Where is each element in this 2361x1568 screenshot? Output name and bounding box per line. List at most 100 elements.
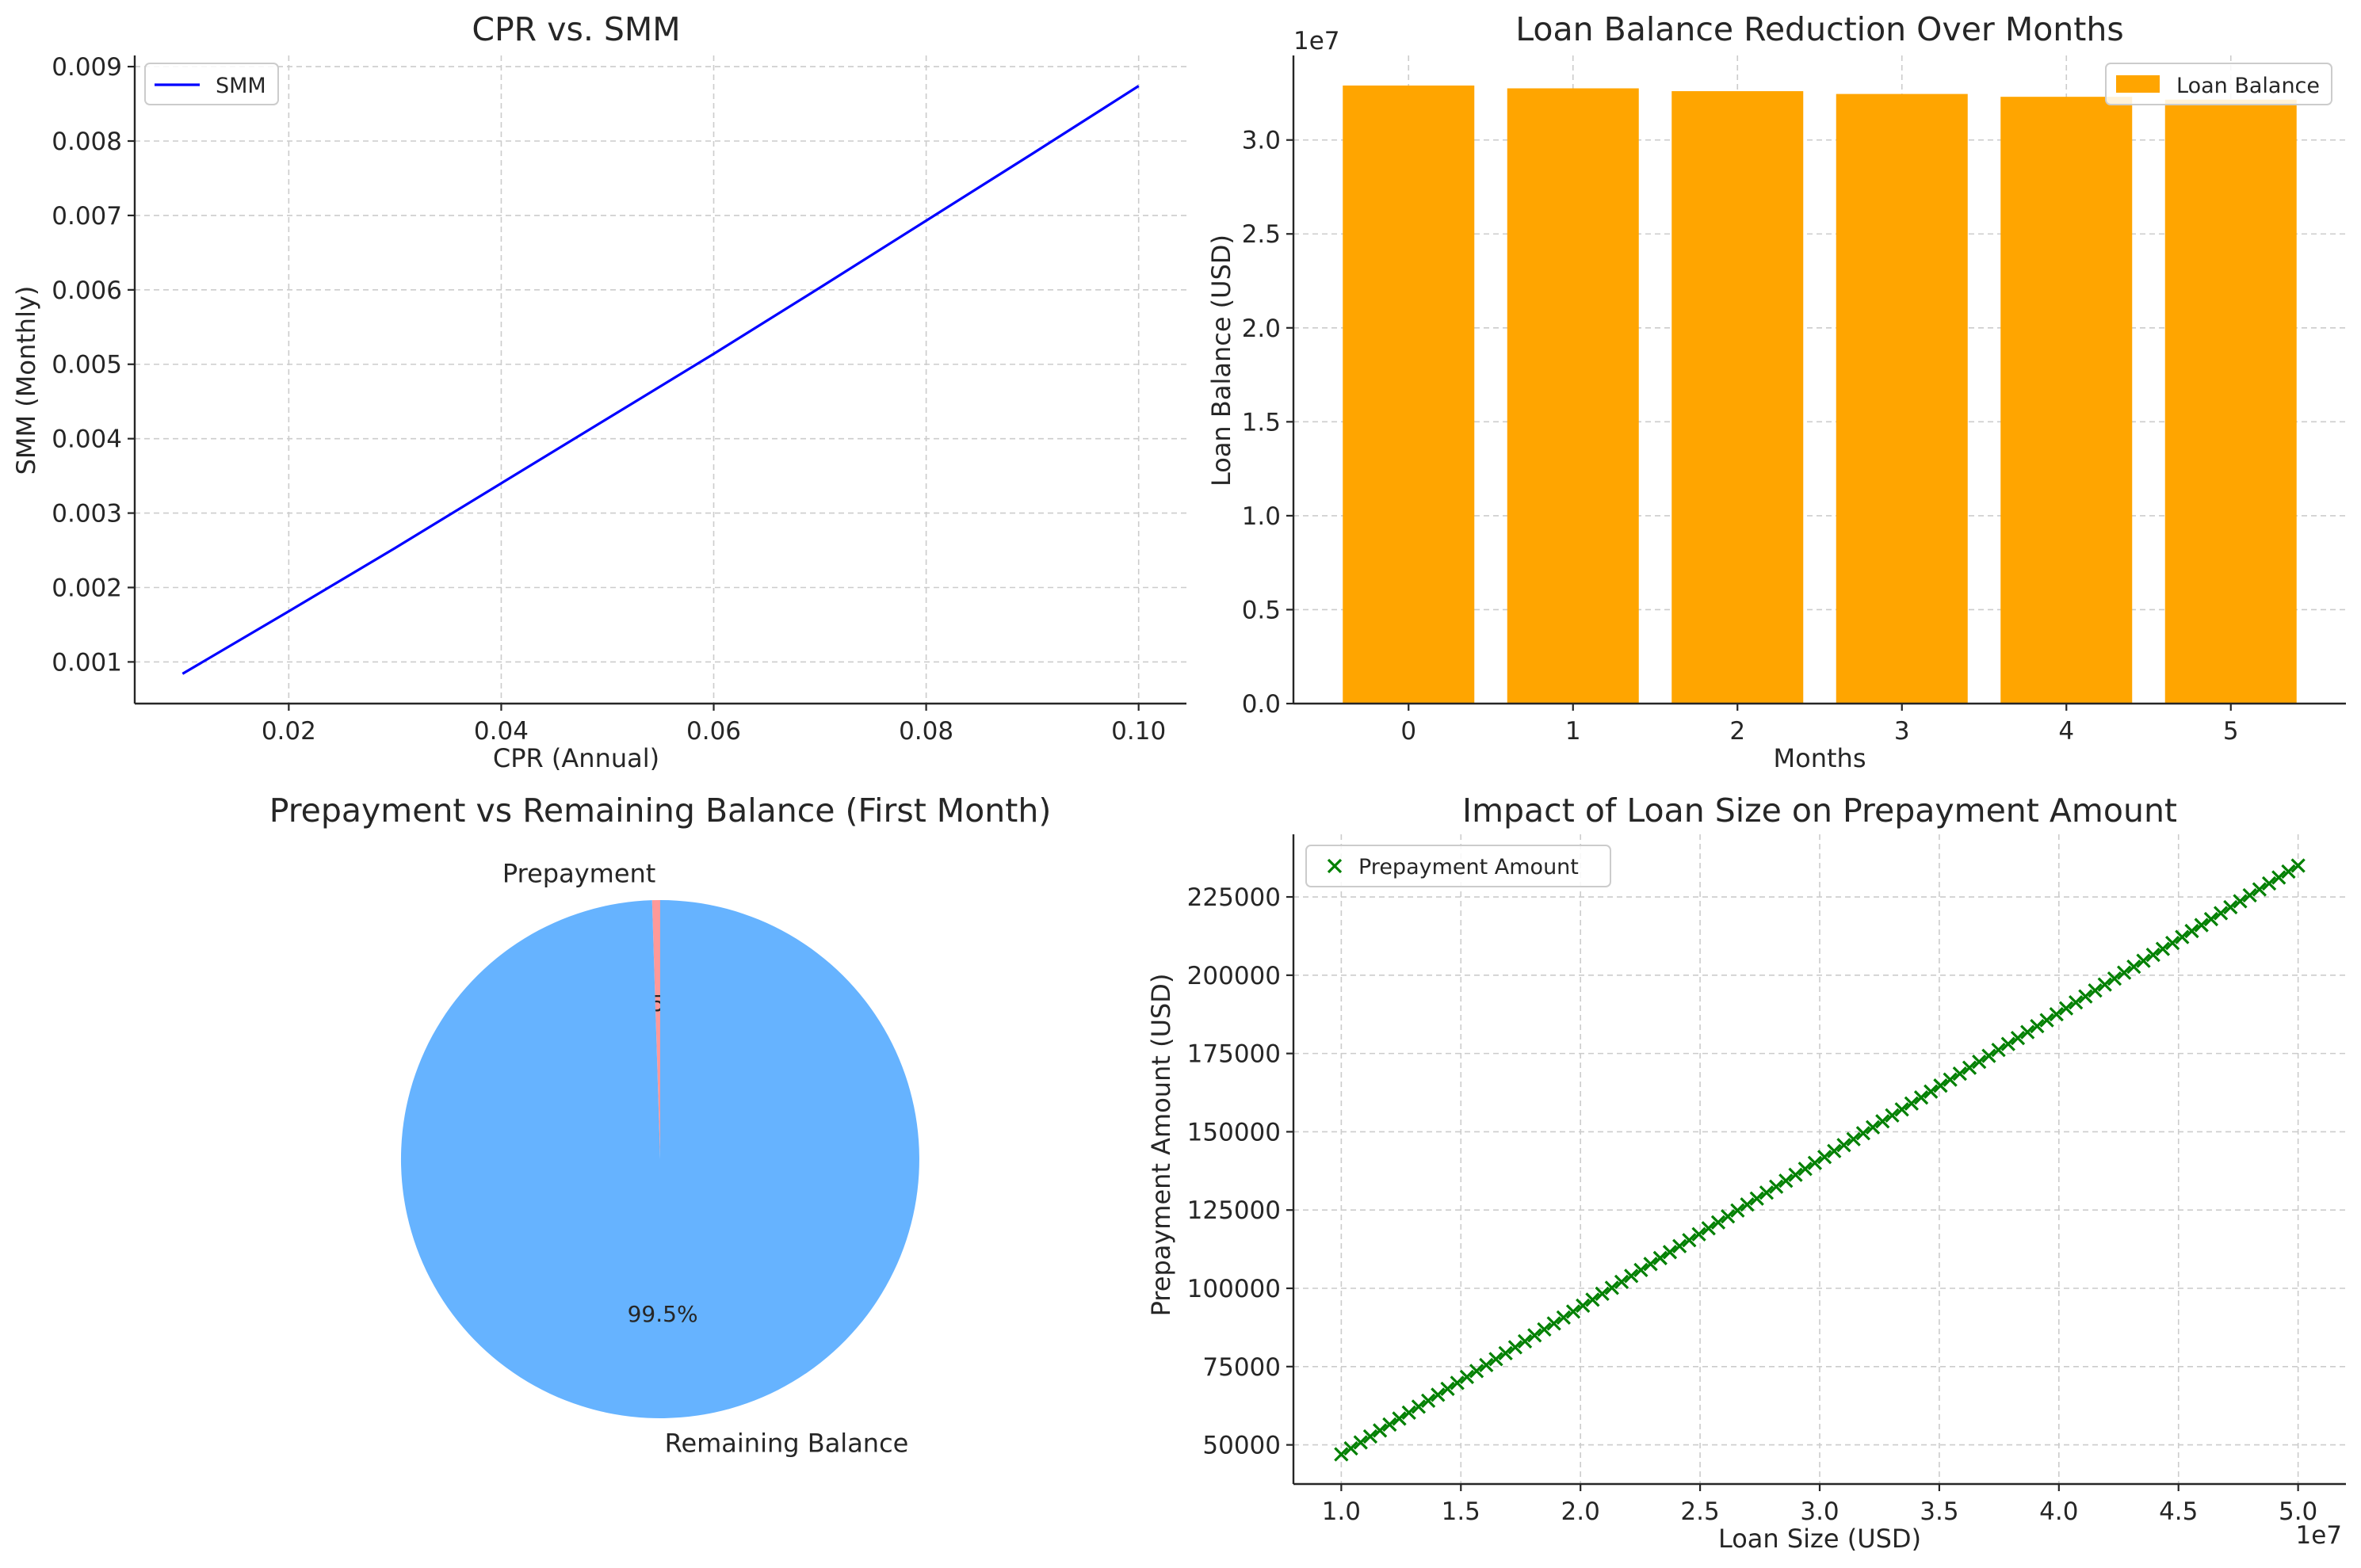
x-tick-label: 5.0 bbox=[2279, 1497, 2317, 1526]
prepayment-pie-chart: Prepayment vs Remaining Balance (First M… bbox=[269, 792, 1052, 1459]
scatter-point bbox=[1991, 1043, 2006, 1058]
scatter-point bbox=[1420, 1393, 1436, 1409]
y-tick-label: 0.003 bbox=[52, 500, 122, 528]
legend: SMM bbox=[144, 63, 279, 105]
scatter-point bbox=[1353, 1435, 1368, 1450]
scatter-point bbox=[1740, 1197, 1755, 1212]
scatter-point bbox=[1855, 1126, 1871, 1141]
y-tick-label: 50000 bbox=[1202, 1432, 1281, 1460]
scatter-point bbox=[2261, 876, 2277, 891]
scatter-point bbox=[2233, 894, 2248, 909]
series-line-smm bbox=[181, 85, 1140, 675]
bar bbox=[1671, 91, 1804, 704]
scatter-point bbox=[2088, 982, 2103, 998]
legend-label: Loan Balance bbox=[2176, 74, 2320, 98]
scatter-point bbox=[1924, 1084, 1939, 1099]
scatter-point bbox=[1721, 1209, 1736, 1224]
chart-title: Prepayment vs Remaining Balance (First M… bbox=[269, 792, 1052, 830]
scatter-point bbox=[1576, 1298, 1591, 1313]
scatter-point bbox=[2164, 935, 2180, 951]
loan-size-prepayment-chart: Impact of Loan Size on Prepayment Amount… bbox=[1146, 792, 2346, 1554]
scatter-point bbox=[1401, 1405, 1416, 1421]
x-axis-label: Months bbox=[1774, 743, 1866, 773]
x-tick-label: 0.10 bbox=[1111, 717, 1166, 746]
y-tick-label: 200000 bbox=[1187, 962, 1281, 990]
scatter-point bbox=[1362, 1429, 1378, 1444]
x-tick-label: 1.0 bbox=[1322, 1497, 1361, 1526]
loan-balance-chart: Loan Balance Reduction Over Months 1e7 0… bbox=[1206, 10, 2346, 773]
scatter-point bbox=[1710, 1215, 1726, 1230]
scatter-point bbox=[1904, 1096, 1919, 1111]
scatter-point bbox=[1431, 1387, 1446, 1402]
y-tick-label: 0.5 bbox=[1242, 596, 1281, 624]
scatter-point bbox=[2049, 1006, 2064, 1022]
legend-label: SMM bbox=[216, 74, 266, 98]
scatter-point bbox=[2175, 929, 2190, 944]
x-tick-label: 0.08 bbox=[899, 717, 953, 746]
y-tick-label: 150000 bbox=[1187, 1118, 1281, 1146]
scatter-point bbox=[1479, 1357, 1494, 1373]
y-tick-label: 1.5 bbox=[1242, 408, 1281, 437]
legend-x-marker bbox=[1327, 858, 1343, 874]
x-tick-label: 0.06 bbox=[686, 717, 741, 746]
scatter-point bbox=[1981, 1048, 1996, 1063]
scatter-point bbox=[1392, 1411, 1407, 1426]
scatter-point bbox=[1768, 1179, 1784, 1194]
scatter-point bbox=[1682, 1233, 1697, 1248]
y-tick-label: 3.0 bbox=[1242, 127, 1281, 155]
slice-label: Remaining Balance bbox=[665, 1429, 909, 1459]
scatter-point bbox=[1807, 1155, 1823, 1170]
cpr-smm-chart: CPR vs. SMM 0.02 0.04 0.06 0.08 0.10 0.001 0.0… bbox=[11, 10, 1186, 773]
scatter-point bbox=[1334, 1447, 1349, 1462]
scatter-point bbox=[1691, 1227, 1706, 1242]
chart-title: Impact of Loan Size on Prepayment Amount bbox=[1462, 792, 2177, 830]
scatter-point bbox=[2069, 994, 2084, 1010]
legend-marker-swatch bbox=[1327, 858, 1343, 874]
scatter-point bbox=[2039, 1013, 2054, 1028]
y-tick-label: 0.008 bbox=[52, 128, 122, 156]
scatter-point bbox=[1595, 1286, 1610, 1301]
scatter-point bbox=[1952, 1066, 1967, 1082]
scatter-point bbox=[1827, 1143, 1842, 1158]
scatter-point bbox=[2145, 947, 2160, 963]
scatter-point bbox=[1633, 1262, 1648, 1277]
scatter-point bbox=[1962, 1060, 1977, 1075]
scatter-point bbox=[2281, 864, 2296, 879]
legend: Prepayment Amount bbox=[1305, 845, 1611, 887]
legend: Loan Balance bbox=[2105, 63, 2332, 105]
chart-title: CPR vs. SMM bbox=[472, 10, 680, 48]
scatter-point bbox=[1730, 1203, 1745, 1218]
legend-label: Prepayment Amount bbox=[1358, 855, 1579, 879]
y-axis-label: Prepayment Amount (USD) bbox=[1146, 974, 1176, 1317]
x-offset-label: 1e7 bbox=[2295, 1521, 2342, 1550]
scatter-point bbox=[2184, 923, 2199, 939]
scatter-point bbox=[2223, 899, 2238, 915]
scatter-point bbox=[1614, 1274, 1629, 1289]
scatter-point bbox=[1440, 1381, 1455, 1397]
bar bbox=[2000, 97, 2133, 704]
scatter-point bbox=[1759, 1185, 1775, 1200]
scatter-point bbox=[2252, 882, 2267, 897]
scatter-point bbox=[2271, 870, 2287, 885]
scatter-point bbox=[2030, 1019, 2045, 1034]
x-tick-label: 1 bbox=[1565, 717, 1581, 746]
scatter-point bbox=[1913, 1090, 1929, 1105]
scatter-point bbox=[2126, 959, 2141, 975]
scatter-point bbox=[1846, 1131, 1861, 1146]
x-tick-label: 4 bbox=[2058, 717, 2074, 746]
scatter-point bbox=[2194, 918, 2209, 933]
scatter-point bbox=[1382, 1417, 1397, 1433]
scatter-point bbox=[2000, 1036, 2015, 1051]
scatter-point bbox=[1778, 1173, 1794, 1188]
scatter-point bbox=[2058, 1001, 2074, 1016]
scatter-point bbox=[1933, 1078, 1948, 1093]
scatter-point bbox=[1865, 1120, 1881, 1135]
scatter-point bbox=[1585, 1292, 1600, 1307]
slice-label: Prepayment bbox=[502, 858, 655, 888]
scatter-point bbox=[1507, 1340, 1523, 1355]
scatter-point bbox=[1556, 1310, 1571, 1325]
scatter-point bbox=[1537, 1322, 1552, 1337]
scatter-point bbox=[1411, 1399, 1427, 1414]
scatter-point bbox=[1643, 1257, 1658, 1272]
legend-bar-swatch bbox=[2116, 75, 2160, 93]
